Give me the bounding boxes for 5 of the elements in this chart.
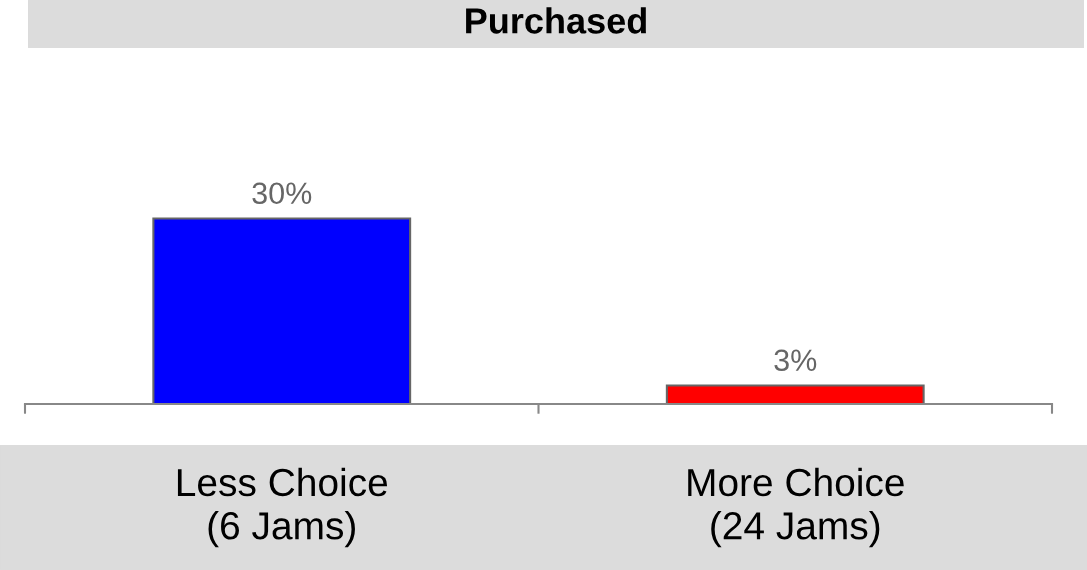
data-label: 30% xyxy=(252,182,312,205)
x-tick-label: More Choice (24 Jams) xyxy=(688,467,904,548)
x-tick-label: Less Choice (6 Jams) xyxy=(177,467,388,548)
data-label: 3% xyxy=(774,349,817,372)
chart-title: Purchased xyxy=(466,7,646,34)
